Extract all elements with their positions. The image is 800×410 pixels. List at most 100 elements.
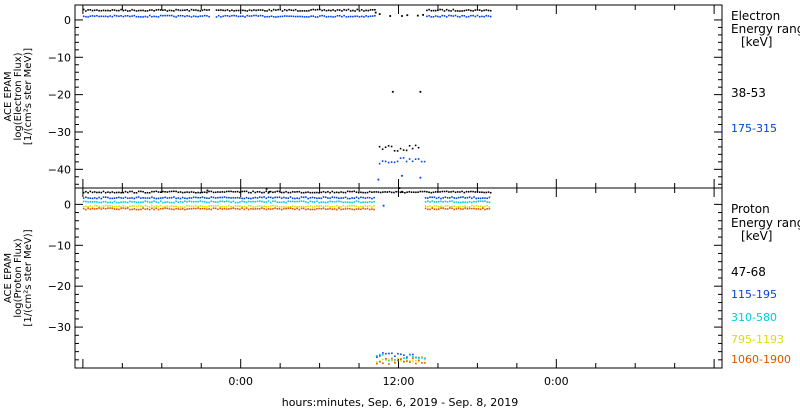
y-axis-label: ACE EPAM xyxy=(3,71,14,121)
data-point-795-1193 xyxy=(291,205,294,207)
data-point-310-580 xyxy=(201,200,204,203)
data-point-115-195 xyxy=(135,196,138,199)
data-point-115-195 xyxy=(250,197,252,200)
data-point-115-195 xyxy=(203,197,206,199)
data-point-38-53 xyxy=(297,10,299,12)
data-point-175-315 xyxy=(220,16,222,18)
data-point-310-580 xyxy=(433,201,436,203)
data-point-795-1193 xyxy=(444,205,447,207)
data-point-310-580 xyxy=(146,200,149,203)
data-point-175-315 xyxy=(387,161,390,164)
data-point-38-53 xyxy=(360,9,363,11)
data-point-47-68 xyxy=(179,191,182,193)
data-point-310-580 xyxy=(188,200,191,202)
data-point-310-580 xyxy=(230,201,232,203)
data-point-1060-1900 xyxy=(135,208,138,211)
data-point-175-315 xyxy=(360,15,363,18)
data-point-175-315 xyxy=(120,15,122,17)
data-point-795-1193 xyxy=(199,205,202,207)
data-point-38-53 xyxy=(102,9,105,12)
data-point-115-195 xyxy=(140,197,142,199)
data-point-47-68 xyxy=(384,191,386,193)
data-point-115-195 xyxy=(400,353,402,356)
data-point-1060-1900 xyxy=(261,207,263,209)
data-point-38-53 xyxy=(485,9,488,11)
data-point-47-68 xyxy=(439,191,441,193)
data-point-47-68 xyxy=(137,190,140,193)
data-point-38-53 xyxy=(275,9,277,11)
data-point-47-68 xyxy=(417,191,419,193)
data-point-47-68 xyxy=(287,191,290,194)
data-point-175-315 xyxy=(122,15,125,18)
data-point-38-53 xyxy=(294,8,297,11)
data-point-47-68 xyxy=(463,191,466,194)
data-point-38-53 xyxy=(215,9,218,11)
data-point-310-580 xyxy=(482,200,484,203)
data-point-38-53 xyxy=(483,9,485,12)
data-point-1060-1900 xyxy=(403,360,405,363)
data-point-38-53 xyxy=(135,10,138,12)
data-point-310-580 xyxy=(192,200,195,203)
x-tick-label: 0:00 xyxy=(544,375,569,388)
data-point-47-68 xyxy=(302,191,305,194)
data-point-38-53 xyxy=(345,9,348,12)
data-point-115-195 xyxy=(455,197,458,200)
data-point-38-53 xyxy=(186,9,188,11)
data-point-1060-1900 xyxy=(223,207,226,210)
data-point-310-580 xyxy=(252,200,254,203)
data-point-47-68 xyxy=(470,190,472,193)
data-point-310-580 xyxy=(272,200,274,202)
data-point-115-195 xyxy=(151,196,153,198)
data-point-1060-1900 xyxy=(142,207,144,210)
data-point-175-315 xyxy=(186,15,188,17)
data-point-175-315 xyxy=(98,15,100,18)
data-point-175-315 xyxy=(257,15,260,17)
data-point-175-315 xyxy=(166,14,169,17)
data-point-47-68 xyxy=(192,191,195,194)
data-point-310-580 xyxy=(247,200,250,203)
data-point-47-68 xyxy=(118,191,120,194)
data-point-795-1193 xyxy=(254,206,257,208)
data-point-175-315 xyxy=(470,14,472,17)
data-point-175-315 xyxy=(445,16,448,18)
data-point-310-580 xyxy=(208,201,210,204)
data-point-47-68 xyxy=(388,190,391,193)
legend-entry-115-195: 115-195 xyxy=(731,288,777,301)
data-point-175-315 xyxy=(399,157,402,159)
data-point-47-68 xyxy=(298,190,301,193)
data-point-310-580 xyxy=(449,200,451,203)
data-point-1060-1900 xyxy=(168,208,171,210)
data-point-1060-1900 xyxy=(124,207,127,210)
data-point-115-195 xyxy=(333,196,336,199)
data-point-38-53 xyxy=(308,9,310,12)
data-point-115-195 xyxy=(155,197,158,200)
data-point-310-580 xyxy=(427,200,429,202)
data-point-1060-1900 xyxy=(373,208,375,211)
data-point-310-580 xyxy=(464,201,466,204)
data-point-310-580 xyxy=(177,201,180,204)
data-point-175-315 xyxy=(275,16,277,18)
data-point-47-68 xyxy=(109,191,111,194)
y-axis-label: log(Proton Flux) xyxy=(13,238,24,317)
data-point-1060-1900 xyxy=(351,208,353,211)
data-point-1060-1900 xyxy=(296,207,298,210)
data-point-38-53 xyxy=(474,9,477,11)
data-point-175-315 xyxy=(104,15,107,18)
data-point-795-1193 xyxy=(214,205,217,207)
data-point-795-1193 xyxy=(137,204,140,207)
data-point-310-580 xyxy=(322,201,325,203)
data-point-795-1193 xyxy=(276,205,279,208)
data-point-1060-1900 xyxy=(208,208,210,210)
data-point-310-580 xyxy=(431,200,433,202)
data-point-1060-1900 xyxy=(309,208,312,211)
data-point-175-315 xyxy=(349,15,352,18)
data-point-795-1193 xyxy=(296,206,298,208)
data-point-115-195 xyxy=(479,197,482,200)
data-point-115-195 xyxy=(484,197,486,199)
data-point-115-195 xyxy=(355,196,358,199)
data-point-115-195 xyxy=(98,196,100,199)
data-point-175-315 xyxy=(164,14,166,17)
data-point-310-580 xyxy=(486,201,488,203)
data-point-47-68 xyxy=(159,191,162,193)
data-point-795-1193 xyxy=(159,204,162,207)
